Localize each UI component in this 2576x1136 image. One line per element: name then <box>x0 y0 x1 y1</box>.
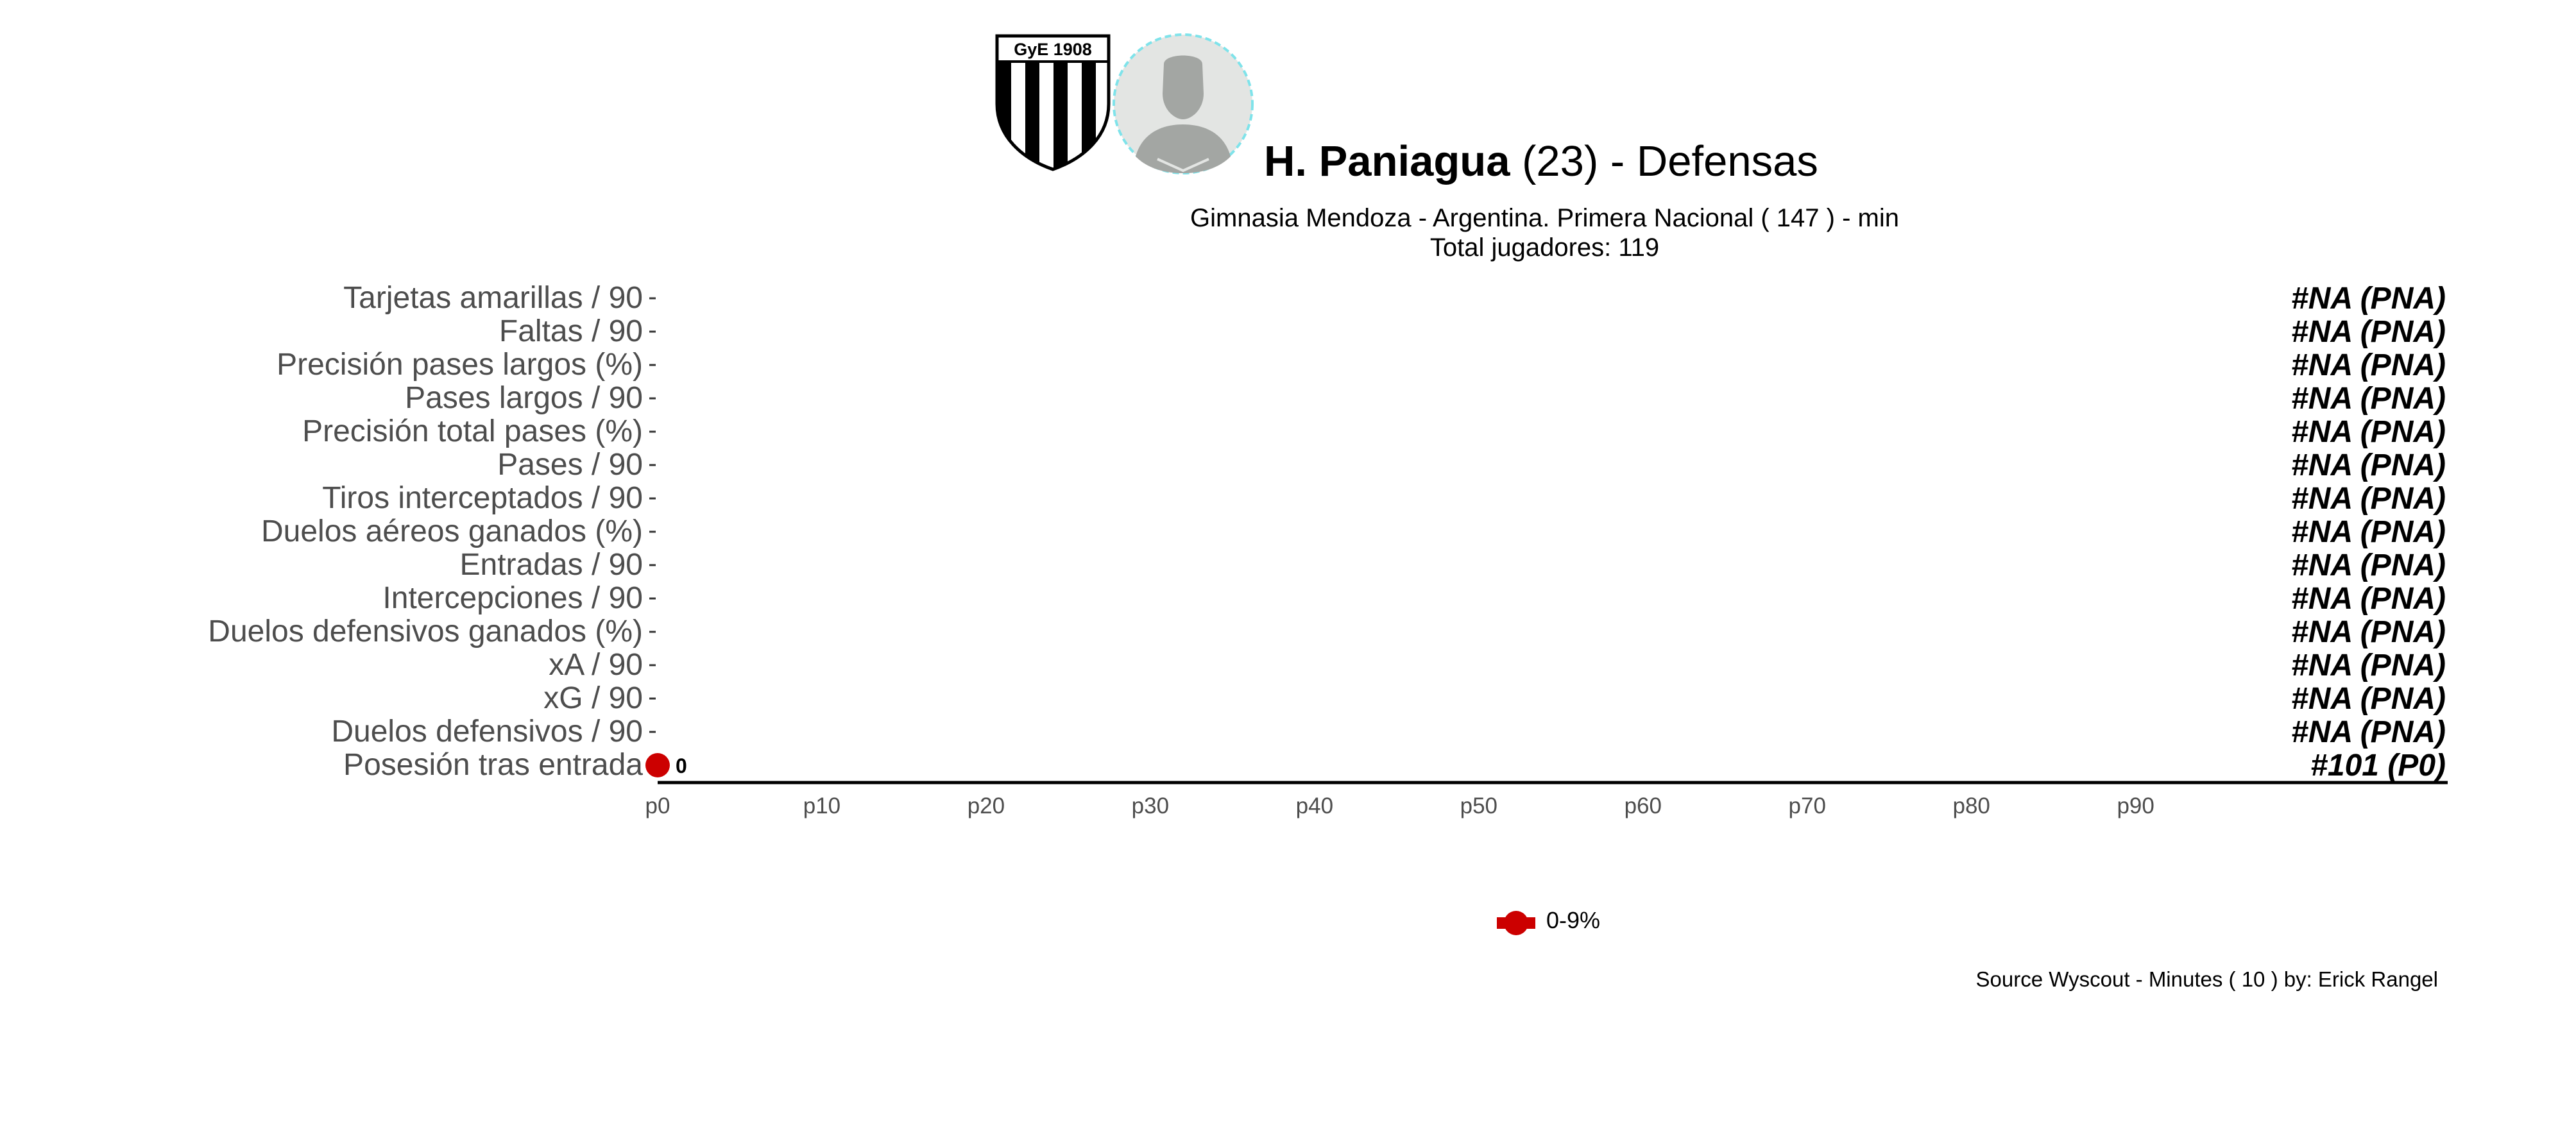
rank-label: #NA (PNA) <box>2291 615 2446 649</box>
x-tick-label: p60 <box>1625 793 1662 818</box>
chart-subtitle: Gimnasia Mendoza - Argentina. Primera Na… <box>1190 204 1899 232</box>
rank-label: #NA (PNA) <box>2291 682 2446 716</box>
y-tick-label: Duelos defensivos / 90 <box>331 715 643 749</box>
player-age: (23) - <box>1522 137 1625 185</box>
rank-label: #NA (PNA) <box>2291 582 2446 616</box>
x-tick-label: p0 <box>645 793 670 818</box>
x-tick-label: p20 <box>968 793 1005 818</box>
data-point <box>645 753 670 777</box>
total-players: Total jugadores: 119 <box>1429 233 1660 262</box>
x-tick-label: p30 <box>1132 793 1169 818</box>
rank-label: #NA (PNA) <box>2291 482 2446 516</box>
x-tick-label: p70 <box>1789 793 1826 818</box>
y-tick-label: Intercepciones / 90 <box>382 581 643 615</box>
rank-label: #101 (P0) <box>2310 749 2446 783</box>
y-tick-label: Tiros interceptados / 90 <box>322 481 643 515</box>
crest-text: GyE 1908 <box>1014 40 1092 59</box>
y-tick-label: Precisión pases largos (%) <box>277 348 643 382</box>
y-tick-label: xG / 90 <box>543 681 643 715</box>
x-tick-label: p90 <box>2117 793 2154 818</box>
x-tick-label: p50 <box>1460 793 1497 818</box>
player-name: H. Paniagua <box>1264 137 1510 185</box>
legend-key-point <box>1504 911 1528 935</box>
player-avatar <box>1113 33 1254 174</box>
source-caption: Source Wyscout - Minutes ( 10 ) by: Eric… <box>1975 967 2438 991</box>
rank-label: #NA (PNA) <box>2291 649 2446 682</box>
rank-label: #NA (PNA) <box>2291 348 2446 382</box>
y-tick-label: Duelos defensivos ganados (%) <box>208 615 643 649</box>
y-tick-label: Posesión tras entrada <box>343 748 643 782</box>
x-tick-label: p40 <box>1296 793 1333 818</box>
y-tick-label: Faltas / 90 <box>499 314 643 348</box>
y-tick-label: Duelos aéreos ganados (%) <box>261 514 643 548</box>
y-tick-label: Pases / 90 <box>497 448 643 482</box>
y-tick-label: Precisión total pases (%) <box>302 414 643 448</box>
chart-title: H. Paniagua (23) - Defensas <box>1264 140 1818 183</box>
rank-label: #NA (PNA) <box>2291 382 2446 416</box>
club-crest-logo: GyE 1908 <box>995 34 1111 171</box>
rank-label: #NA (PNA) <box>2291 715 2446 749</box>
rank-label: #NA (PNA) <box>2291 548 2446 582</box>
y-tick-label: Tarjetas amarillas / 90 <box>343 281 643 315</box>
x-tick-label: p10 <box>803 793 840 818</box>
player-position: Defensas <box>1636 137 1818 185</box>
y-tick-label: Pases largos / 90 <box>405 381 643 415</box>
y-tick-label: Entradas / 90 <box>459 548 643 582</box>
rank-label: #NA (PNA) <box>2291 448 2446 482</box>
x-tick-label: p80 <box>1953 793 1990 818</box>
rank-label: #NA (PNA) <box>2291 515 2446 549</box>
y-tick-label: xA / 90 <box>549 648 643 682</box>
legend-label: 0-9% <box>1546 907 1601 933</box>
rank-label: #NA (PNA) <box>2291 315 2446 349</box>
data-point-label: 0 <box>676 754 687 777</box>
rank-label: #NA (PNA) <box>2291 415 2446 449</box>
rank-label: #NA (PNA) <box>2291 282 2446 316</box>
